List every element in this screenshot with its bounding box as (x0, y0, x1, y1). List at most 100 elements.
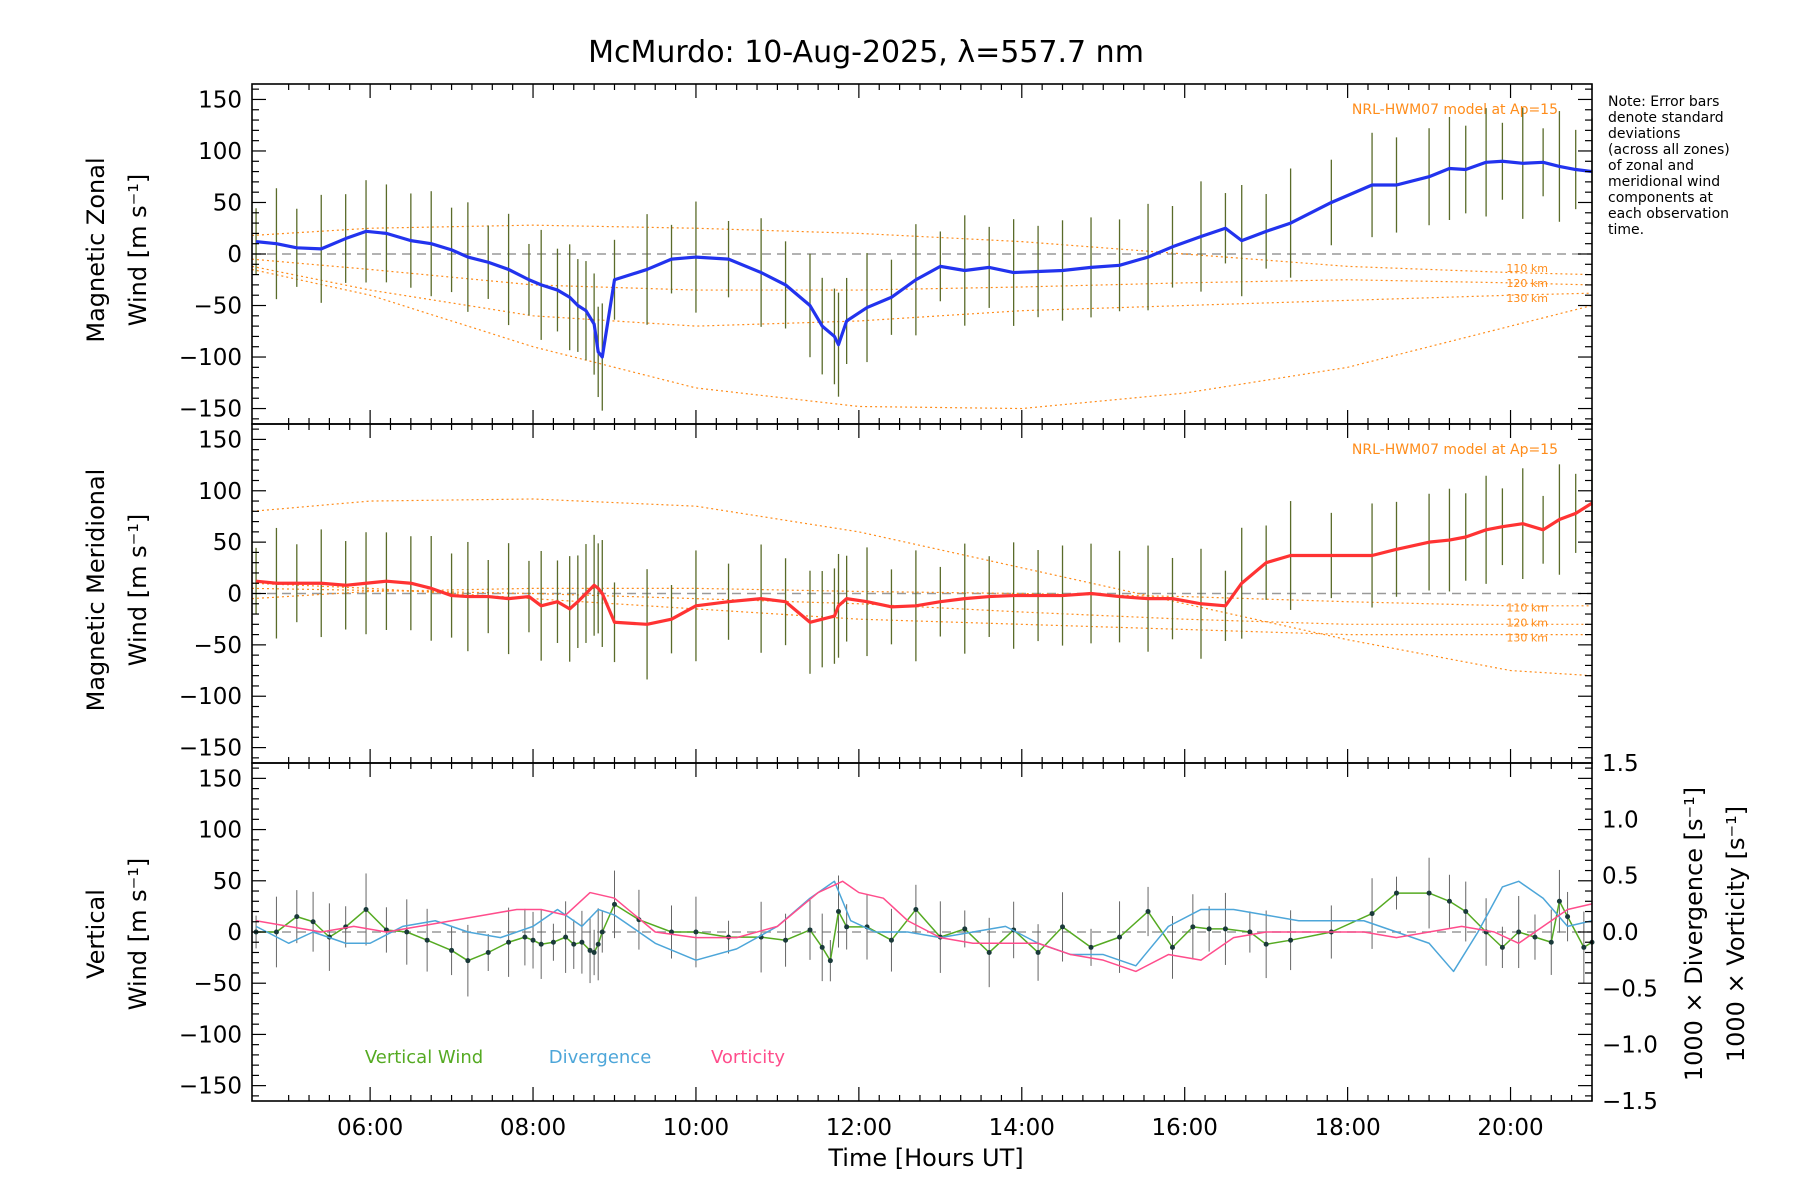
vertical-wind-point (485, 949, 491, 955)
y-tick-label: 0 (227, 920, 242, 946)
note-line: meridional wind (1608, 174, 1720, 190)
vertical-wind-point (1035, 949, 1041, 955)
vertical-wind-point (669, 929, 675, 935)
x-tick-label: 20:00 (1477, 1115, 1543, 1141)
vertical-wind-point (449, 947, 455, 953)
meridional-wind-line (255, 501, 1593, 626)
vertical-ylabel: Vertical Wind [m s⁻¹] (82, 858, 152, 1010)
vertical-wind-point (591, 949, 597, 955)
altitude-label: 120 km (1506, 277, 1548, 290)
altitude-label: 110 km (1506, 262, 1548, 275)
vertical-wind-point (962, 926, 968, 932)
vertical-wind-point (1288, 937, 1294, 943)
vertical-wind-point (1446, 898, 1452, 904)
vertical-wind-point (1088, 944, 1094, 950)
x-tick-label: 12:00 (826, 1115, 892, 1141)
y-tick-label: −100 (179, 684, 242, 710)
y2-tick-label: −0.5 (1602, 976, 1658, 1002)
vertical-wind-point (1222, 926, 1228, 932)
vertical-wind-point (571, 941, 577, 947)
vertical-wind-point (424, 937, 430, 943)
vertical-wind-point (1556, 898, 1562, 904)
meridional-ylabel-line2: Wind [m s⁻¹] (124, 514, 152, 666)
vertical-wind-point (363, 906, 369, 912)
chart-title: McMurdo: 10-Aug-2025, λ=557.7 nm (588, 35, 1144, 70)
vertical-wind-point (579, 939, 585, 945)
vertical-wind-point (1548, 939, 1554, 945)
panels-group: NRL-HWM07 model at Ap=15 110 km 120 km 130 … (179, 83, 1658, 1141)
vertical-wind-point (1581, 944, 1587, 950)
y-tick-label: −100 (179, 1022, 242, 1048)
vertical-wind-point (807, 927, 813, 933)
vertical-wind-point (844, 924, 850, 930)
vertical-wind-point (522, 934, 528, 940)
zonal-ylabel: Magnetic Zonal Wind [m s⁻¹] (82, 157, 152, 342)
legend-item: Vorticity (711, 1047, 785, 1068)
vertical-wind-point (819, 944, 825, 950)
vertical-wind-point (599, 929, 605, 935)
note-line: (across all zones) (1608, 142, 1730, 158)
x-axis-label: Time [Hours UT] (827, 1144, 1023, 1172)
vertical-wind-point (827, 958, 833, 964)
y-tick-label: 0 (227, 582, 242, 608)
y-tick-label: 150 (198, 766, 242, 792)
vertical-ylabel-line2: Wind [m s⁻¹] (124, 858, 152, 1010)
zonal-model-label: NRL-HWM07 model at Ap=15 (1352, 102, 1558, 118)
vertical-wind-point (1426, 890, 1432, 896)
vertical-wind-point (1565, 914, 1571, 920)
vertical-wind-point (538, 941, 544, 947)
note-line: of zonal and (1608, 158, 1694, 174)
divergence-axis-label: 1000 × Divergence [s⁻¹] (1680, 787, 1708, 1081)
vertical-wind-point (913, 906, 919, 912)
zonal-ylabel-line2: Wind [m s⁻¹] (124, 174, 152, 326)
altitude-label: 120 km (1506, 617, 1548, 630)
x-tick-label: 06:00 (337, 1115, 403, 1141)
vertical-wind-point (530, 937, 536, 943)
vertical-wind-point (550, 939, 556, 945)
vertical-wind-point (636, 917, 642, 923)
vertical-wind-point (1532, 934, 1538, 940)
legend-item: Divergence (549, 1047, 652, 1068)
y2-tick-label: −1.5 (1602, 1089, 1658, 1115)
vertical-wind-point (595, 941, 601, 947)
vertical-wind-point (1516, 929, 1522, 935)
vertical-wind-point (506, 939, 512, 945)
y2-tick-label: 1.5 (1602, 751, 1639, 777)
meridional-ylabel: Magnetic Meridional Wind [m s⁻¹] (82, 469, 152, 712)
zonal-ylabel-line1: Magnetic Zonal (82, 157, 110, 342)
y-tick-label: 100 (198, 818, 242, 844)
legend-item: Vertical Wind (365, 1047, 483, 1068)
vertical-wind-point (1263, 941, 1269, 947)
x-tick-label: 18:00 (1314, 1115, 1380, 1141)
x-tick-label: 08:00 (500, 1115, 566, 1141)
y-tick-label: −150 (179, 736, 242, 762)
altitude-label: 110 km (1506, 602, 1548, 615)
note-line: Note: Error bars (1608, 94, 1719, 110)
vertical-panel: −150 −100 −50 0 50 100 150 −1.5 −1.0 −0.5 0.0 0.5 1.… (179, 751, 1658, 1115)
vertical-wind-point (1369, 911, 1375, 917)
vertical-wind-point (888, 937, 894, 943)
model-curve-outer (251, 268, 1593, 410)
vorticity-line (255, 880, 1593, 973)
vertical-ylabel-line1: Vertical (82, 889, 110, 979)
note-line: denote standard (1608, 110, 1724, 126)
vertical-wind-point (836, 909, 842, 915)
vertical-wind-point (1247, 929, 1253, 935)
vertical-wind-point (611, 901, 617, 907)
y-tick-label: −150 (179, 397, 242, 423)
vertical-wind-point (1145, 909, 1151, 915)
vertical-wind-point (294, 914, 300, 920)
zonal-wind-line (255, 159, 1593, 359)
vertical-wind-point (404, 929, 410, 935)
vertical-wind-point (1117, 934, 1123, 940)
y2-tick-label: −1.0 (1602, 1033, 1658, 1059)
vertical-wind-point (1206, 926, 1212, 932)
vertical-wind-point (1393, 890, 1399, 896)
meridional-ylabel-line1: Magnetic Meridional (82, 469, 110, 712)
y-tick-label: −50 (193, 294, 242, 320)
y-tick-label: −150 (179, 1074, 242, 1100)
vertical-wind-point (1499, 944, 1505, 950)
altitude-label: 130 km (1506, 292, 1548, 305)
vertical-wind-point (783, 937, 789, 943)
vertical-wind-point (563, 934, 569, 940)
